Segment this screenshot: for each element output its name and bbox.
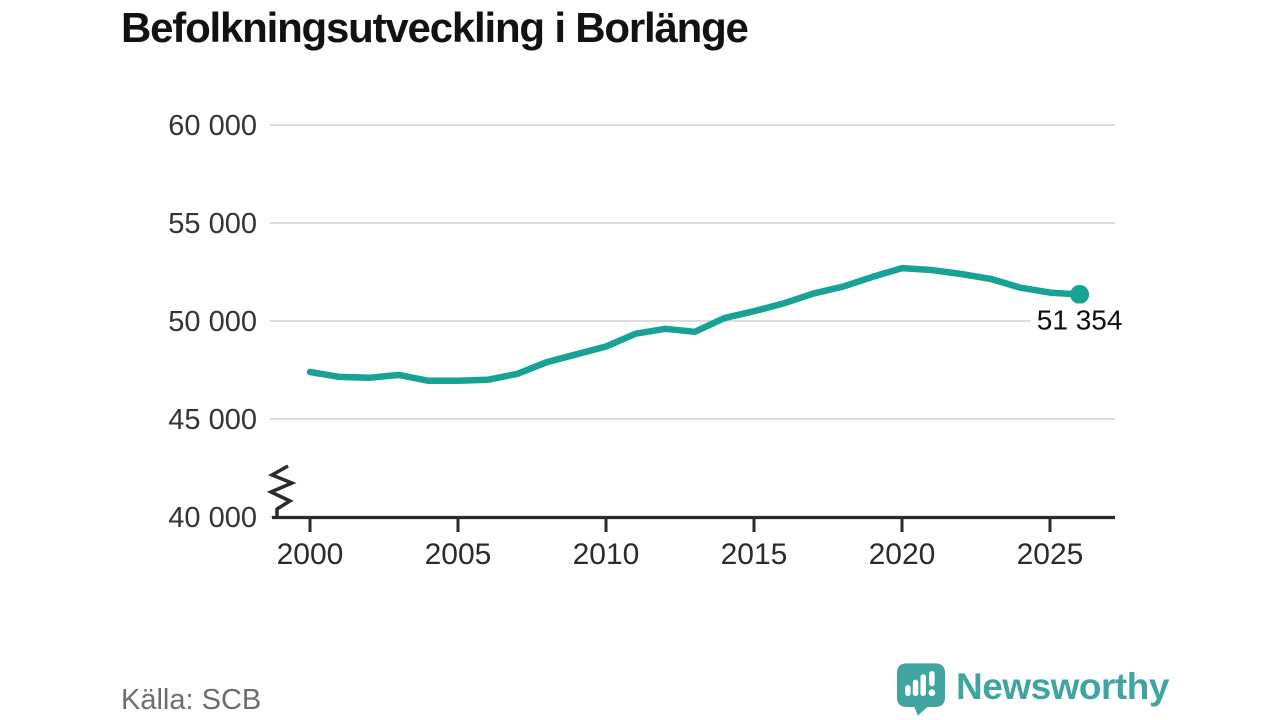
y-tick-label: 45 000	[168, 404, 257, 436]
y-tick-label: 50 000	[168, 306, 257, 338]
newsworthy-logo: Newsworthy	[897, 663, 1169, 716]
chart-title: Befolkningsutveckling i Borlänge	[121, 4, 749, 51]
y-tick-label: 40 000	[168, 502, 257, 534]
source-label: Källa: SCB	[121, 684, 262, 716]
bar-icon-short	[905, 685, 911, 697]
x-tick-label: 2010	[573, 538, 640, 571]
newsworthy-icon	[897, 663, 945, 716]
x-tick-label: 2025	[1017, 538, 1084, 571]
x-tick-label: 2005	[425, 538, 492, 571]
latest-value-label: 51 354	[1037, 304, 1123, 335]
latest-point-marker	[1070, 284, 1090, 304]
x-tick-label: 2000	[277, 538, 344, 571]
brand-name: Newsworthy	[956, 666, 1169, 707]
bar-icon-tall	[920, 674, 926, 697]
axis-break-icon	[266, 464, 297, 517]
exclamation-dot-icon	[928, 689, 936, 697]
latest-value-label-bg	[1030, 303, 1129, 335]
y-tick-label: 55 000	[168, 208, 257, 240]
y-tick-label: 60 000	[168, 110, 257, 142]
x-tick-label: 2020	[869, 538, 936, 571]
bar-icon-medium	[912, 679, 919, 697]
population-line	[306, 264, 1083, 385]
x-tick-label: 2015	[721, 538, 788, 571]
exclamation-bar-icon	[929, 670, 935, 687]
